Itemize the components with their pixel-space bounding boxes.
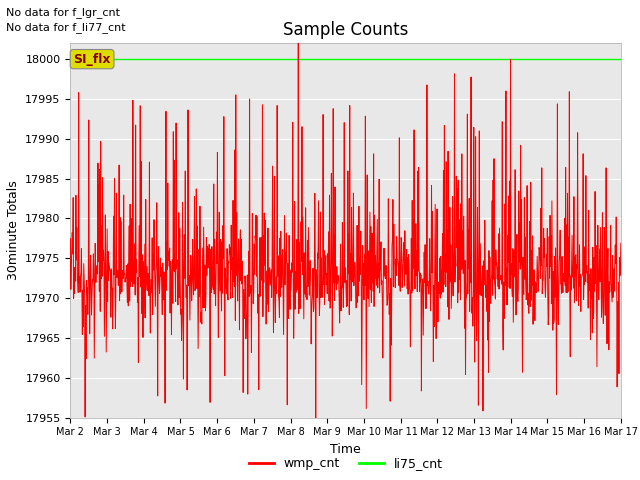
Text: No data for f_li77_cnt: No data for f_li77_cnt <box>6 22 126 33</box>
Title: Sample Counts: Sample Counts <box>283 21 408 39</box>
Text: SI_flx: SI_flx <box>74 53 111 66</box>
Y-axis label: 30minute Totals: 30minute Totals <box>7 180 20 280</box>
X-axis label: Time: Time <box>330 443 361 456</box>
Text: No data for f_lgr_cnt: No data for f_lgr_cnt <box>6 7 120 18</box>
Legend: wmp_cnt, li75_cnt: wmp_cnt, li75_cnt <box>244 452 447 475</box>
